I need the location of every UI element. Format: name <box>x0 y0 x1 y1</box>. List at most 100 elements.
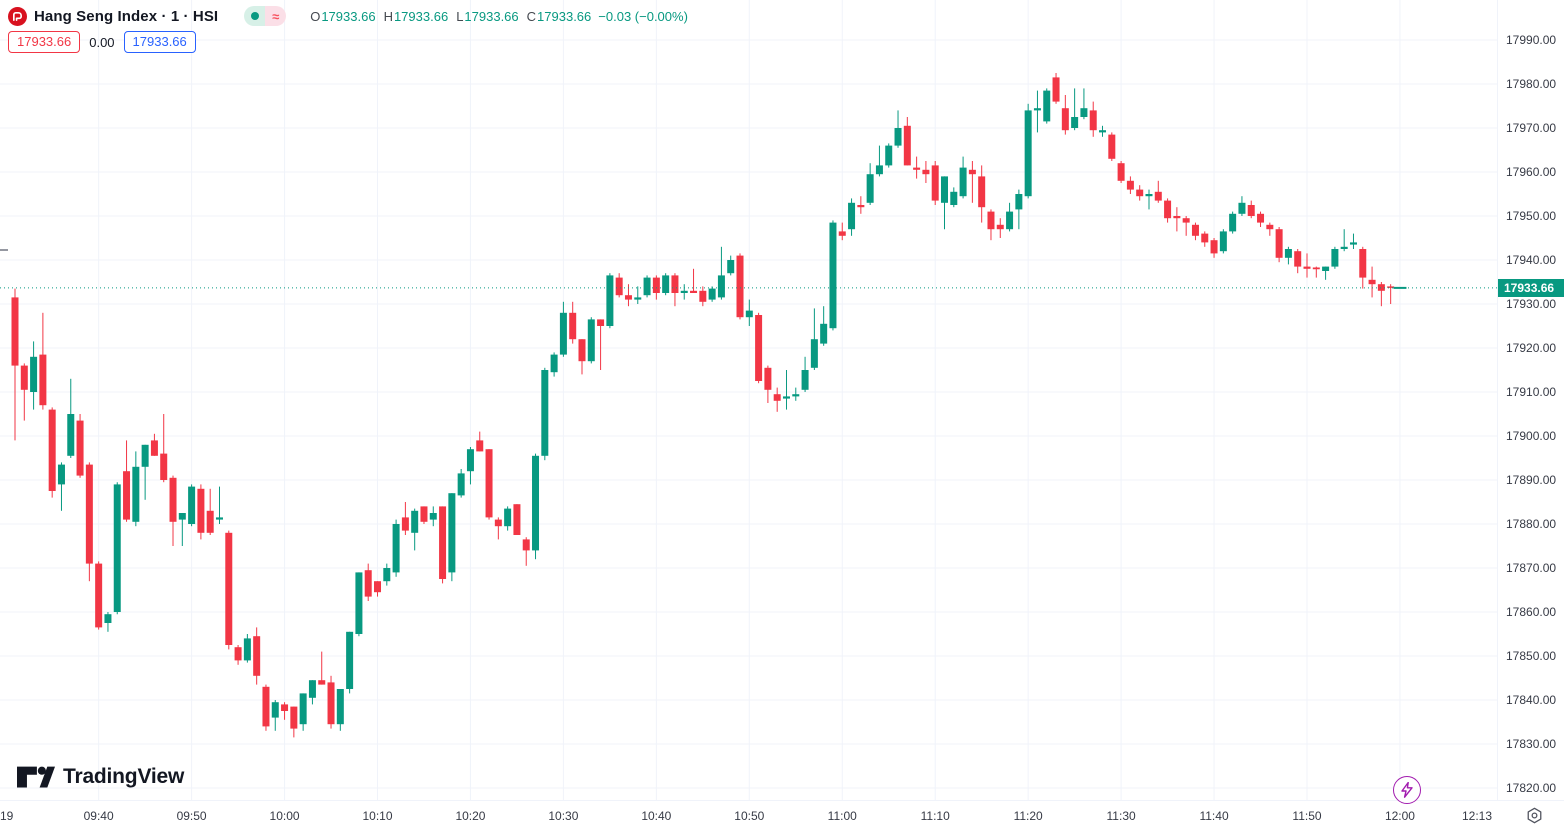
price-tick-label: 17870.00 <box>1506 561 1557 575</box>
axis-settings-icon[interactable] <box>1526 807 1544 825</box>
candle-body <box>1154 191 1162 201</box>
symbol-title[interactable]: Hang Seng Index · 1 · HSI <box>34 7 219 25</box>
candle-body <box>587 319 595 362</box>
candle-body <box>150 440 158 456</box>
candle-body <box>1126 180 1134 190</box>
last-price-tag: 17933.66 <box>1498 278 1564 297</box>
candle-body <box>950 191 958 205</box>
candle-body <box>838 231 846 236</box>
price-tick-label: 17920.00 <box>1506 341 1557 355</box>
symbol-logo-icon[interactable] <box>8 6 27 26</box>
tradingview-wordmark: TradingView <box>63 765 185 788</box>
candle-body <box>866 174 874 203</box>
price-tick-label: 17840.00 <box>1506 693 1557 707</box>
time-tick-label: 10:20 <box>455 809 486 823</box>
candle-body <box>1349 242 1357 245</box>
candle-body <box>1312 267 1320 270</box>
candle-body <box>253 636 261 676</box>
candle-body <box>308 680 316 698</box>
candle-body <box>1368 279 1376 285</box>
price-tick-label: 17860.00 <box>1506 605 1557 619</box>
candle-body <box>931 165 939 201</box>
candle-body <box>123 471 131 520</box>
candle-body <box>1080 108 1088 117</box>
candle-body <box>85 464 93 564</box>
market-status-pill[interactable]: ≈ <box>244 6 287 26</box>
candle-body <box>20 365 28 390</box>
high-label: H <box>383 8 393 24</box>
candle-body <box>327 682 335 725</box>
candle-body <box>755 315 763 381</box>
red-price-tag[interactable]: 17933.66 <box>8 31 81 53</box>
candle-body <box>773 394 781 401</box>
candle-body <box>643 277 651 296</box>
candle-body <box>476 440 484 452</box>
day-start-label: 19 <box>0 809 14 823</box>
left-edge-tick <box>0 249 8 251</box>
candle-body <box>522 539 530 551</box>
candle-body <box>206 510 214 533</box>
candle-body <box>346 631 354 689</box>
candle-body <box>913 167 921 170</box>
candle-body <box>894 128 902 146</box>
time-tick-label: 11:40 <box>1199 809 1229 823</box>
time-tick-label: 10:50 <box>734 809 765 823</box>
tradingview-watermark[interactable]: TradingView <box>17 765 184 789</box>
candle-body <box>513 504 521 535</box>
current-bar-dash <box>1393 286 1407 289</box>
candle-body <box>1006 211 1014 230</box>
candle-body <box>1387 286 1395 288</box>
candle-body <box>1071 117 1079 128</box>
candle-body <box>1284 249 1292 258</box>
candle-body <box>281 704 289 711</box>
change-value: −0.03 (−0.00%) <box>598 8 688 24</box>
time-tick-label: 11:30 <box>1106 809 1136 823</box>
candle-body <box>1117 163 1125 181</box>
candle-body <box>690 290 698 293</box>
blue-price-tag[interactable]: 17933.66 <box>123 31 196 53</box>
candle-body <box>671 275 679 293</box>
candle-body <box>420 506 428 522</box>
lightning-bolt-icon <box>1401 782 1413 798</box>
time-tick-label: 11:00 <box>827 809 857 823</box>
price-tick-label: 17930.00 <box>1506 297 1557 311</box>
time-tick-label: 10:40 <box>641 809 672 823</box>
candle-body <box>355 572 363 634</box>
candle-body <box>448 493 456 573</box>
candle-body <box>1331 249 1339 267</box>
time-axis[interactable]: 19 12:13 09:40 09:50 10:00 10:10 10:20 10:30 1… <box>0 800 1564 832</box>
candle-body <box>541 370 549 456</box>
price-tick-label: 17940.00 <box>1506 253 1557 267</box>
candle-body <box>1108 134 1116 159</box>
candle-body <box>485 449 493 518</box>
time-tick-label: 11:50 <box>1292 809 1322 823</box>
candle-body <box>782 396 790 399</box>
candle-body <box>922 169 930 175</box>
time-tick-label: 09:40 <box>83 809 114 823</box>
candle-body <box>76 420 84 476</box>
candle-body <box>875 165 883 175</box>
candle-body <box>178 513 186 520</box>
candle-body <box>1303 266 1311 269</box>
candlestick-plot[interactable] <box>0 0 1497 800</box>
candle-body <box>1275 229 1283 258</box>
candle-body <box>708 288 716 300</box>
candle-body <box>160 453 168 480</box>
candle-body <box>318 680 326 685</box>
candle-body <box>903 125 911 166</box>
candle-body <box>578 339 586 362</box>
high-value: 17933.66 <box>393 8 449 24</box>
lightning-button[interactable] <box>1393 776 1421 804</box>
price-tick-label: 17830.00 <box>1506 737 1557 751</box>
candle-body <box>1015 194 1023 210</box>
candle-body <box>1257 213 1265 223</box>
time-tick-label: 11:10 <box>920 809 950 823</box>
candle-body <box>411 510 419 533</box>
candle-body <box>234 647 242 661</box>
market-open-dot-icon <box>244 6 266 26</box>
price-axis[interactable]: 17933.66 17990.00 17980.00 17970.00 17960.0… <box>1497 0 1564 800</box>
candle-body <box>1247 205 1255 216</box>
candle-body <box>39 354 47 406</box>
